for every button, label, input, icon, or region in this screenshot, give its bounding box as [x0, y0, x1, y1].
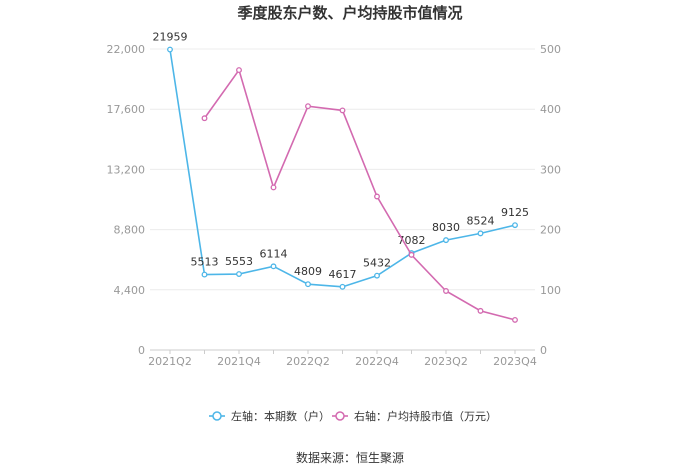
legend: 左轴：本期数（户） 右轴：户均持股市值（万元）	[209, 409, 497, 423]
data-label: 21959	[153, 31, 188, 44]
data-point	[270, 184, 277, 191]
data-point	[339, 107, 346, 114]
data-label: 4617	[329, 268, 357, 281]
x-tick-label: 2021Q2	[148, 355, 192, 368]
series-1: 21959 5513 5553 6114 4809 4617 5432 7082 8030 852…	[153, 31, 529, 290]
left-tick-label: 8,800	[114, 224, 146, 237]
data-point	[443, 288, 449, 294]
data-label: 8030	[432, 221, 460, 234]
right-tick-label: 0	[540, 344, 547, 357]
data-point	[305, 103, 311, 110]
series-layer: 21959 5513 5553 6114 4809 4617 5432 7082 8030 852…	[153, 31, 529, 323]
x-tick-label: 2023Q4	[493, 355, 537, 368]
data-label: 5432	[363, 257, 391, 270]
x-tick-label: 2022Q4	[355, 355, 399, 368]
left-tick-label: 22,000	[107, 43, 146, 56]
data-label: 4809	[294, 265, 322, 278]
data-point	[477, 307, 484, 314]
data-point	[512, 316, 518, 323]
data-label: 6114	[260, 247, 288, 260]
data-point	[167, 46, 173, 53]
left-tick-label: 0	[138, 344, 145, 357]
data-point	[374, 272, 380, 279]
left-tick-label: 13,200	[107, 163, 146, 176]
data-point	[477, 230, 484, 237]
data-label: 8524	[467, 214, 495, 227]
x-tick-label: 2023Q2	[424, 355, 468, 368]
data-point	[305, 281, 311, 288]
left-tick-label: 4,400	[114, 284, 146, 297]
data-point	[236, 271, 242, 277]
right-tick-label: 100	[540, 284, 561, 297]
series-line	[169, 49, 516, 288]
data-point	[201, 115, 208, 122]
legend-marker	[335, 411, 345, 421]
left-y-axis: 0 4,400 8,800 13,200 17,600 22,000	[107, 43, 146, 357]
series-2	[201, 67, 518, 323]
data-point	[270, 263, 277, 270]
data-label: 9125	[501, 206, 529, 219]
grid	[150, 48, 535, 351]
data-point	[236, 67, 242, 74]
legend-label: 左轴：本期数（户）	[231, 409, 330, 423]
data-point	[201, 271, 208, 278]
data-point	[339, 283, 346, 290]
data-label: 5513	[191, 256, 219, 269]
x-axis: 2021Q2 2021Q4 2022Q2 2022Q4 2023Q2 2023Q4	[148, 350, 537, 368]
chart-title: 季度股东户数、户均持股市值情况	[237, 4, 462, 22]
legend-marker	[212, 411, 222, 421]
data-point	[512, 222, 518, 229]
left-tick-label: 17,600	[107, 103, 146, 116]
x-tick-label: 2021Q4	[217, 355, 261, 368]
x-tick-label: 2022Q2	[286, 355, 330, 368]
right-tick-label: 400	[540, 103, 561, 116]
data-point	[443, 237, 449, 244]
data-label: 7082	[398, 234, 426, 247]
right-tick-label: 500	[540, 43, 561, 56]
data-point	[374, 193, 380, 200]
right-tick-label: 300	[540, 163, 561, 176]
data-label: 5553	[225, 255, 253, 268]
legend-label: 右轴：户均持股市值（万元）	[354, 409, 497, 423]
data-point	[408, 251, 415, 258]
right-y-axis: 0 100 200 300 400 500	[540, 43, 561, 357]
right-tick-label: 200	[540, 224, 561, 237]
source-note: 数据来源：恒生聚源	[296, 450, 404, 465]
series-line	[203, 68, 516, 321]
